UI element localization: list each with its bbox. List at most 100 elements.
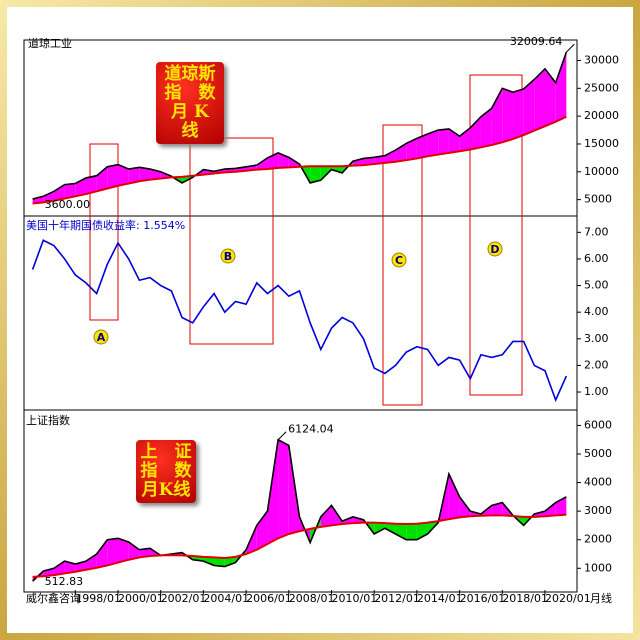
- y-tick-label: 20000: [584, 109, 619, 122]
- ma-fill: [267, 439, 279, 544]
- ma-fill: [224, 556, 236, 567]
- ma-fill: [43, 568, 54, 577]
- ma-fill: [502, 88, 513, 143]
- period-label: 月线: [590, 591, 612, 605]
- badge: 道琼斯指 数月 K 线: [156, 62, 224, 144]
- x-tick-label: 2006/01: [246, 592, 292, 605]
- highlight-box: [382, 124, 423, 406]
- price-line: [31, 239, 568, 403]
- y-tick-label: 1.00: [584, 385, 609, 398]
- ma-fill: [64, 183, 76, 199]
- high-label: 6124.04: [288, 423, 334, 436]
- x-tick-label: 2018/01: [502, 592, 548, 605]
- ma-fill: [459, 127, 471, 152]
- marker-label: B: [224, 250, 232, 263]
- panel-title: 道琼工业: [28, 36, 72, 50]
- moving-average: [32, 115, 567, 205]
- ma-fill: [384, 523, 396, 534]
- ma-fill: [545, 502, 556, 517]
- highlight-box: [189, 137, 274, 345]
- y-tick-label: 1000: [584, 561, 612, 574]
- y-tick-label: 4.00: [584, 305, 609, 318]
- ma-fill: [459, 496, 471, 518]
- ma-fill: [64, 561, 76, 574]
- ma-fill: [545, 68, 556, 127]
- ma-fill: [203, 556, 215, 566]
- y-tick-label: 7.00: [584, 225, 609, 238]
- x-tick-label: 2010/01: [332, 592, 378, 605]
- y-tick-label: 30000: [584, 53, 619, 66]
- ma-fill: [363, 157, 375, 166]
- y-tick-label: 5.00: [584, 279, 609, 292]
- ma-fill: [374, 155, 385, 165]
- y-tick-label: 5000: [584, 447, 612, 460]
- ma-fill: [491, 502, 503, 516]
- ma-fill: [96, 166, 108, 192]
- x-tick-label: 2008/01: [289, 592, 335, 605]
- ma-fill: [107, 538, 118, 566]
- ma-fill: [534, 68, 545, 131]
- ma-fill: [139, 167, 151, 182]
- marker-circle: [220, 248, 236, 264]
- leader: [565, 43, 575, 53]
- ma-fill: [470, 116, 481, 150]
- ma-fill: [416, 522, 428, 540]
- ma-fill: [118, 538, 129, 563]
- leader: [277, 431, 287, 441]
- ma-fill: [256, 157, 268, 170]
- ma-fill: [523, 79, 535, 136]
- ma-fill: [406, 523, 417, 540]
- price-line: [32, 438, 567, 582]
- badge-line: 月K线: [141, 480, 191, 500]
- ma-fill: [85, 175, 97, 195]
- y-tick-label: 2.00: [584, 358, 609, 371]
- marker-circle: [391, 252, 407, 268]
- low-label: 3600.00: [45, 198, 91, 211]
- ma-fill: [512, 88, 524, 139]
- marker-circle: [487, 241, 503, 257]
- low-label: 512.83: [45, 575, 84, 588]
- marker-label: C: [395, 254, 403, 267]
- ma-fill: [310, 166, 321, 183]
- y-tick-label: 4000: [584, 476, 612, 489]
- ma-fill: [118, 164, 129, 186]
- ma-fill: [128, 542, 140, 560]
- price-line: [32, 51, 568, 200]
- ma-fill: [128, 167, 140, 184]
- marker-circle: [93, 329, 109, 345]
- ma-fill: [395, 143, 407, 162]
- x-tick-label: 1998/01: [75, 592, 121, 605]
- ma-fill: [480, 108, 492, 148]
- ma-fill: [256, 511, 268, 550]
- ma-fill: [555, 52, 567, 122]
- x-tick-label: 2002/01: [161, 592, 207, 605]
- x-tick-label: 2014/01: [417, 592, 463, 605]
- y-tick-label: 5000: [584, 193, 612, 206]
- ma-fill: [384, 150, 396, 163]
- ma-fill: [278, 439, 289, 539]
- x-tick-label: 2020/01: [545, 592, 591, 605]
- ma-fill: [352, 158, 364, 166]
- ma-fill: [406, 138, 417, 161]
- ma-fill: [320, 505, 332, 527]
- ma-fill: [416, 133, 428, 159]
- ma-fill: [427, 130, 439, 157]
- ma-fill: [53, 184, 65, 201]
- ma-fill: [395, 523, 407, 540]
- y-tick-label: 6000: [584, 418, 612, 431]
- y-tick-label: 25000: [584, 81, 619, 94]
- x-tick-label: 2004/01: [203, 592, 249, 605]
- ma-fill: [448, 474, 460, 520]
- highlight-box: [469, 74, 523, 396]
- x-tick-label: 2000/01: [118, 592, 164, 605]
- badge-line: 上 证: [140, 442, 192, 462]
- badge: 上 证指 数月K线: [136, 440, 196, 503]
- ma-fill: [352, 516, 364, 524]
- marker-label: A: [97, 331, 106, 344]
- badge-line: 指 数: [140, 461, 192, 481]
- source-label: 威尔鑫咨询: [26, 591, 81, 605]
- y-tick-label: 3.00: [584, 332, 609, 345]
- ma-fill: [53, 561, 65, 576]
- y-tick-label: 6.00: [584, 252, 609, 265]
- y-tick-label: 2000: [584, 533, 612, 546]
